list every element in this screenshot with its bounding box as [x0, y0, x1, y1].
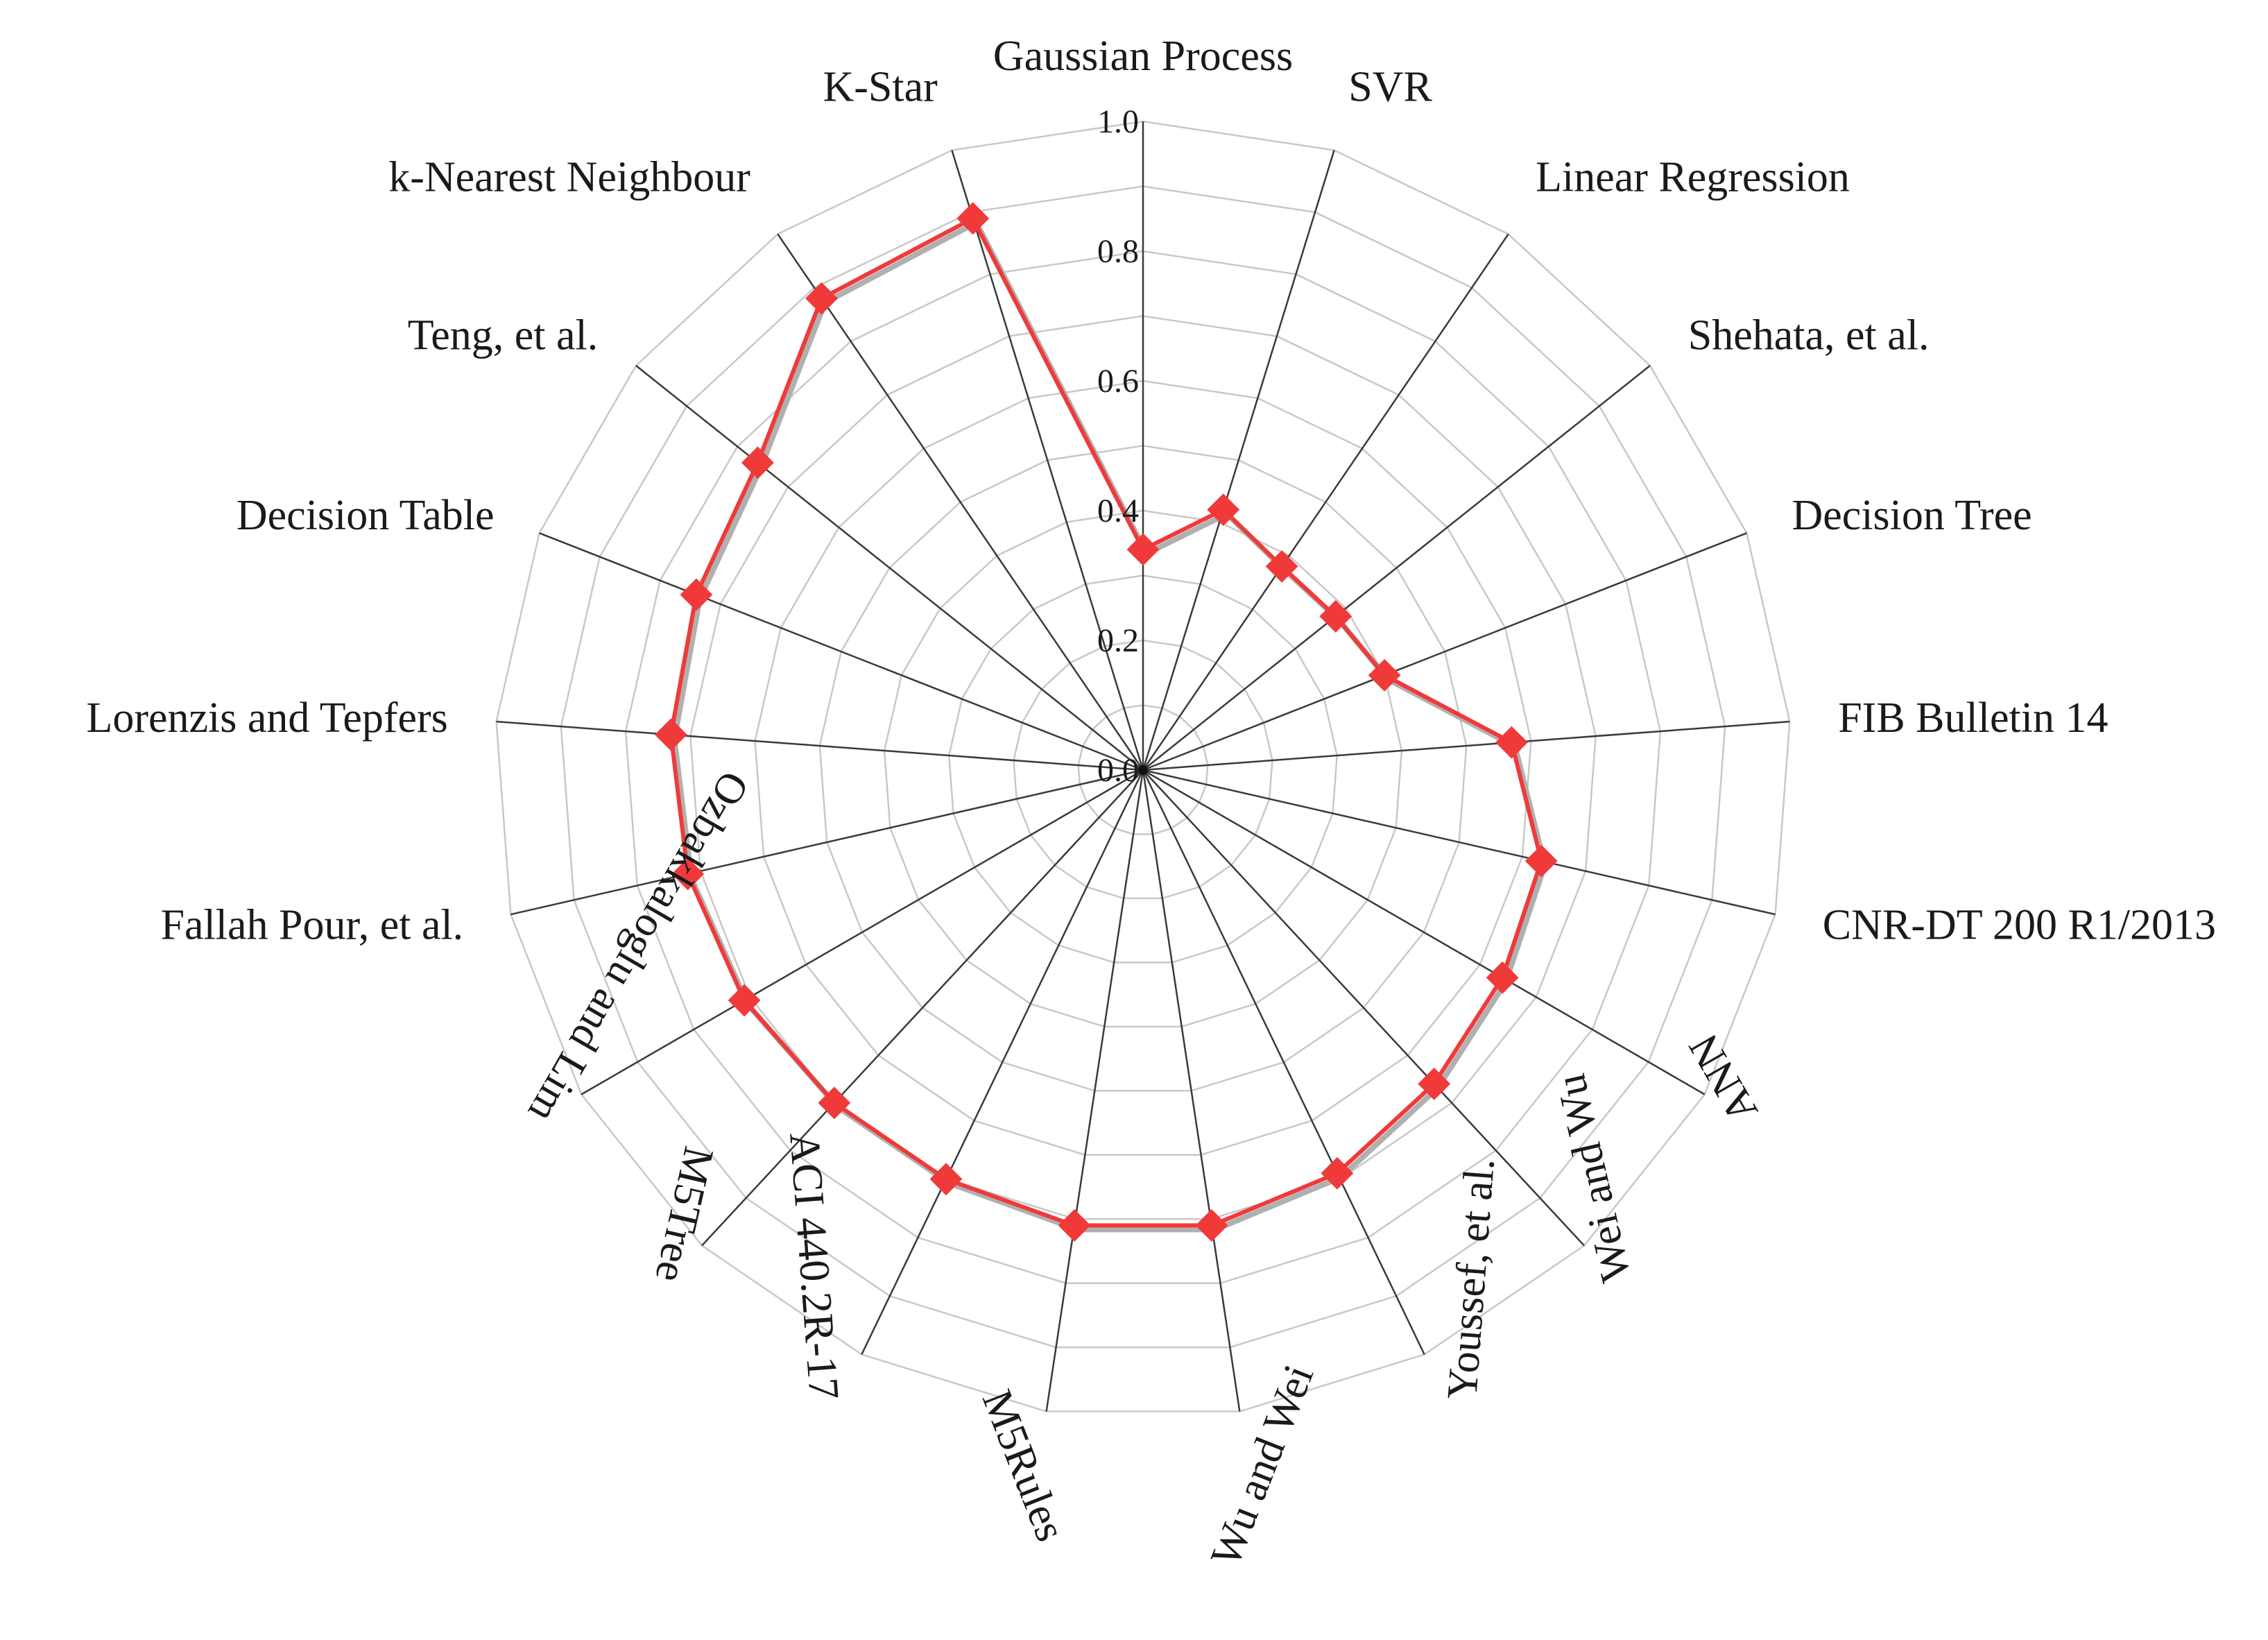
spoke-line [496, 720, 1144, 771]
data-point-marker [741, 446, 774, 479]
series-line [669, 216, 1544, 1228]
grid-ring [948, 574, 1338, 964]
data-point-marker [1195, 1209, 1228, 1242]
spoke-line [1045, 769, 1144, 1412]
category-label: ANN [1680, 1026, 1767, 1130]
grid-ring [883, 509, 1403, 1028]
grid-ring [689, 315, 1597, 1220]
data-point-marker [1265, 550, 1298, 583]
spoke-line [777, 233, 1144, 771]
spoke-line [1142, 769, 1776, 916]
spoke-line [1142, 150, 1335, 771]
spoke-line [1142, 365, 1651, 771]
category-label: CNR-DT 200 R1/2013 [1823, 902, 2216, 949]
data-point-marker [654, 718, 687, 751]
spoke-line [701, 769, 1144, 1247]
spoke-line [861, 769, 1144, 1355]
radial-tick-label: 0.2 [1097, 622, 1139, 659]
category-label: Wu and Wei [1202, 1358, 1323, 1573]
data-point-marker [1321, 1156, 1354, 1190]
grid-ring [1077, 704, 1209, 835]
spoke-line [539, 532, 1144, 771]
spoke-line [1142, 769, 1585, 1247]
grid-ring [818, 445, 1468, 1092]
spoke-line [1142, 769, 1706, 1095]
category-label: M5Rules [973, 1383, 1074, 1547]
grid-ring [1013, 639, 1273, 900]
category-label: Wei and Wu [1547, 1070, 1640, 1286]
category-label: Fallah Pour, et al. [161, 902, 464, 949]
data-point-marker [1524, 844, 1558, 878]
category-label: Teng, et al. [408, 311, 599, 359]
data-point-marker [818, 1086, 851, 1120]
category-label: Decision Table [237, 492, 495, 539]
grid-ring [495, 120, 1791, 1412]
radial-tick-label: 1.0 [1097, 103, 1139, 140]
spoke-line [1142, 769, 1425, 1355]
category-label: K-Star [823, 64, 938, 111]
category-label: Youssef, et al. [1438, 1156, 1504, 1401]
data-point-marker [1486, 961, 1519, 994]
spoke-line [1142, 233, 1509, 771]
radial-tick-label: 0.8 [1097, 233, 1139, 270]
data-point-marker [680, 578, 713, 611]
grid-ring [624, 250, 1662, 1284]
category-label: Decision Tree [1792, 492, 2032, 539]
grid-ring [754, 379, 1532, 1156]
data-point-marker [1319, 600, 1352, 633]
spoke-line [635, 365, 1144, 771]
data-point-marker [1058, 1209, 1091, 1242]
data-point-marker [1126, 533, 1160, 566]
data-point-marker [956, 202, 990, 235]
category-label: SVR [1348, 64, 1432, 111]
category-label: Lorenzis and Tepfers [86, 694, 447, 742]
data-point-marker [1368, 658, 1401, 692]
grid-ring [560, 185, 1726, 1349]
category-label: M5Tree [646, 1143, 722, 1287]
data-point-marker [1495, 726, 1528, 759]
spoke-line [581, 769, 1144, 1095]
radial-tick-label: 0.6 [1097, 363, 1139, 400]
category-labels: Gaussian Process SVR Linear Regression Sheh… [86, 33, 2216, 1573]
category-label: k-Nearest Neighbour [388, 154, 750, 201]
data-point-marker [929, 1163, 963, 1196]
series-layer [654, 202, 1558, 1242]
radial-tick-label: 0.4 [1097, 493, 1139, 529]
spoke-line [1142, 769, 1241, 1412]
spokes [496, 121, 1790, 1412]
center-point [1138, 765, 1148, 775]
data-point-marker [805, 282, 838, 315]
spoke-line [951, 150, 1144, 771]
spoke-line [1142, 532, 1747, 771]
category-label: ACI 440.2R-17 [780, 1131, 848, 1401]
spoke-line [1142, 720, 1790, 771]
data-point-marker [671, 857, 705, 891]
spoke-line [510, 769, 1144, 916]
category-label: Linear Regression [1536, 154, 1850, 201]
data-point-marker [728, 984, 761, 1017]
grid-rings [495, 120, 1791, 1412]
category-label: Shehata, et al. [1688, 311, 1930, 359]
data-point-marker [1418, 1067, 1451, 1100]
category-label: FIB Bulletin 14 [1838, 694, 2108, 742]
category-label: Gaussian Process [993, 33, 1293, 80]
radial-tick-label: 0.0 [1097, 752, 1139, 789]
data-point-marker [1207, 493, 1240, 527]
tick-labels: 0.0 0.2 0.4 0.6 0.8 1.0 [1097, 103, 1148, 789]
